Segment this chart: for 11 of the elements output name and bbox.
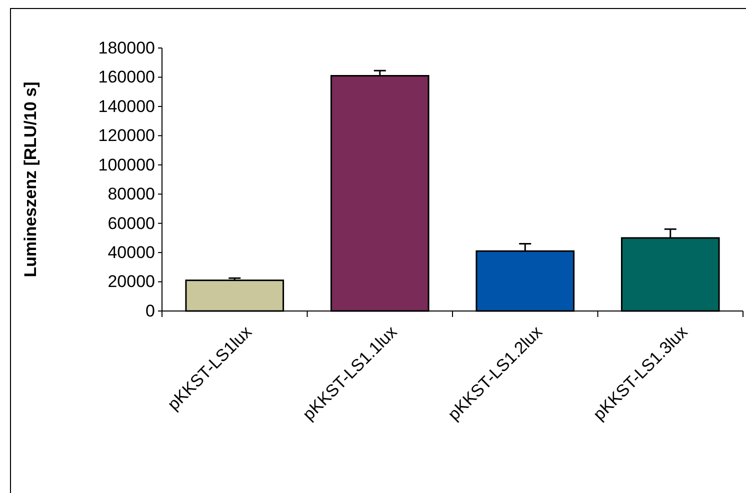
y-tick-label: 120000 bbox=[98, 126, 155, 146]
y-tick-label: 160000 bbox=[98, 68, 155, 87]
y-tick-label: 80000 bbox=[108, 184, 155, 204]
y-tick-label: 100000 bbox=[98, 155, 155, 174]
y-tick-label: 40000 bbox=[108, 242, 155, 262]
y-axis-title: Lumineszenz [RLU/10 s] bbox=[21, 82, 40, 278]
y-tick-label: 140000 bbox=[98, 96, 155, 116]
y-tick-label: 180000 bbox=[98, 38, 155, 58]
y-tick-label: 0 bbox=[146, 301, 155, 320]
y-tick-label: 20000 bbox=[108, 272, 155, 292]
y-tick-label: 60000 bbox=[108, 214, 155, 233]
